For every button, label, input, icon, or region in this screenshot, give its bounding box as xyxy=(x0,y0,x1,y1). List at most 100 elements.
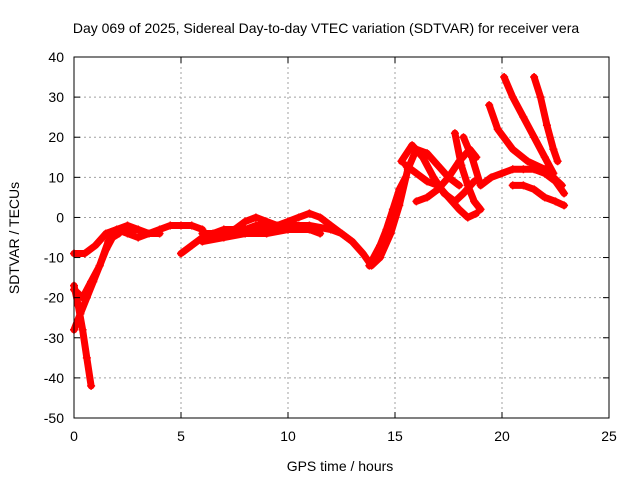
data-point-marker xyxy=(397,157,406,166)
data-point-marker xyxy=(444,173,453,182)
data-point-marker xyxy=(95,261,104,270)
x-tick-label: 20 xyxy=(494,428,510,444)
axis-ticks xyxy=(73,56,610,419)
data-point-marker xyxy=(508,165,517,174)
series-track-19 xyxy=(530,73,562,166)
data-point-marker xyxy=(423,177,432,186)
data-point-marker xyxy=(459,189,468,198)
data-point-marker xyxy=(463,181,472,190)
data-point-marker xyxy=(155,225,164,234)
plot-border xyxy=(73,56,610,419)
data-point-marker xyxy=(508,181,517,190)
data-point-marker xyxy=(468,153,477,162)
series-line xyxy=(102,222,206,241)
data-point-marker xyxy=(198,237,207,246)
y-tick-label: 10 xyxy=(48,169,64,185)
data-point-marker xyxy=(284,225,292,234)
data-point-marker xyxy=(470,197,479,206)
data-point-marker xyxy=(251,213,260,222)
data-point-marker xyxy=(358,249,367,258)
data-point-marker xyxy=(412,197,421,206)
data-point-marker xyxy=(455,181,464,190)
data-point-marker xyxy=(187,241,196,250)
data-point-marker xyxy=(241,217,250,226)
data-point-marker xyxy=(82,353,91,362)
data-point-marker xyxy=(134,233,143,242)
data-point-marker xyxy=(540,153,549,162)
data-point-marker xyxy=(134,225,143,234)
data-point-marker xyxy=(485,101,494,110)
data-point-marker xyxy=(519,165,528,174)
series-track-20 xyxy=(508,181,569,210)
data-point-marker xyxy=(294,213,303,222)
series-line xyxy=(500,73,557,177)
data-point-marker xyxy=(560,189,569,198)
data-point-marker xyxy=(365,261,374,270)
data-point-marker xyxy=(412,169,421,178)
data-point-marker xyxy=(326,221,335,230)
y-tick-label: 40 xyxy=(48,49,64,65)
y-tick-label: 0 xyxy=(56,209,64,225)
data-point-marker xyxy=(376,253,385,262)
data-point-marker xyxy=(551,197,560,206)
y-tick-label: 30 xyxy=(48,89,64,105)
y-axis-title: SDTVAR / TECUs xyxy=(6,182,22,294)
data-point-marker xyxy=(76,309,85,318)
y-tick-label: -30 xyxy=(44,330,64,346)
data-point-marker xyxy=(87,381,96,390)
data-point-marker xyxy=(423,149,432,158)
data-point-marker xyxy=(444,193,453,202)
data-point-marker xyxy=(457,161,466,170)
data-point-marker xyxy=(177,249,185,258)
data-point-marker xyxy=(418,153,427,162)
data-point-marker xyxy=(455,205,464,214)
x-tick-label: 10 xyxy=(280,428,296,444)
x-tick-label: 5 xyxy=(177,428,185,444)
series-track-5 xyxy=(102,221,207,242)
grid-lines xyxy=(74,57,609,418)
data-point-marker xyxy=(262,217,271,226)
data-point-marker xyxy=(187,221,196,230)
data-point-marker xyxy=(198,229,207,238)
data-point-marker xyxy=(219,233,228,242)
data-point-marker xyxy=(560,201,569,210)
data-point-marker xyxy=(408,141,417,150)
data-point-marker xyxy=(519,113,528,122)
data-point-marker xyxy=(459,133,468,142)
data-point-marker xyxy=(540,193,549,202)
data-point-marker xyxy=(102,229,111,238)
series-track-1 xyxy=(70,281,96,390)
data-point-marker xyxy=(305,225,314,234)
data-point-marker xyxy=(553,157,562,166)
data-point-marker xyxy=(463,213,472,222)
data-point-marker xyxy=(262,229,271,238)
data-point-marker xyxy=(498,169,506,178)
data-point-marker xyxy=(423,193,432,202)
data-series xyxy=(70,73,569,390)
data-point-marker xyxy=(493,125,502,134)
x-tick-label: 0 xyxy=(70,428,78,444)
data-point-marker xyxy=(91,241,100,250)
data-point-marker xyxy=(472,209,481,218)
data-point-marker xyxy=(401,161,410,170)
data-point-marker xyxy=(508,145,517,154)
y-tick-label: -40 xyxy=(44,370,64,386)
data-point-marker xyxy=(476,205,485,214)
data-point-marker xyxy=(177,221,185,230)
data-point-marker xyxy=(536,93,545,102)
series-line xyxy=(485,101,566,189)
data-point-marker xyxy=(87,277,96,286)
y-tick-label: -10 xyxy=(44,250,64,266)
series-track-15 xyxy=(450,129,485,214)
data-point-marker xyxy=(450,129,459,138)
data-point-marker xyxy=(508,93,517,102)
data-point-marker xyxy=(316,213,325,222)
x-tick-label: 15 xyxy=(387,428,403,444)
data-point-marker xyxy=(395,201,404,210)
data-point-marker xyxy=(433,185,442,194)
data-point-marker xyxy=(429,173,438,182)
data-point-marker xyxy=(476,181,485,190)
y-tick-label: 20 xyxy=(48,129,64,145)
data-point-marker xyxy=(284,217,292,226)
